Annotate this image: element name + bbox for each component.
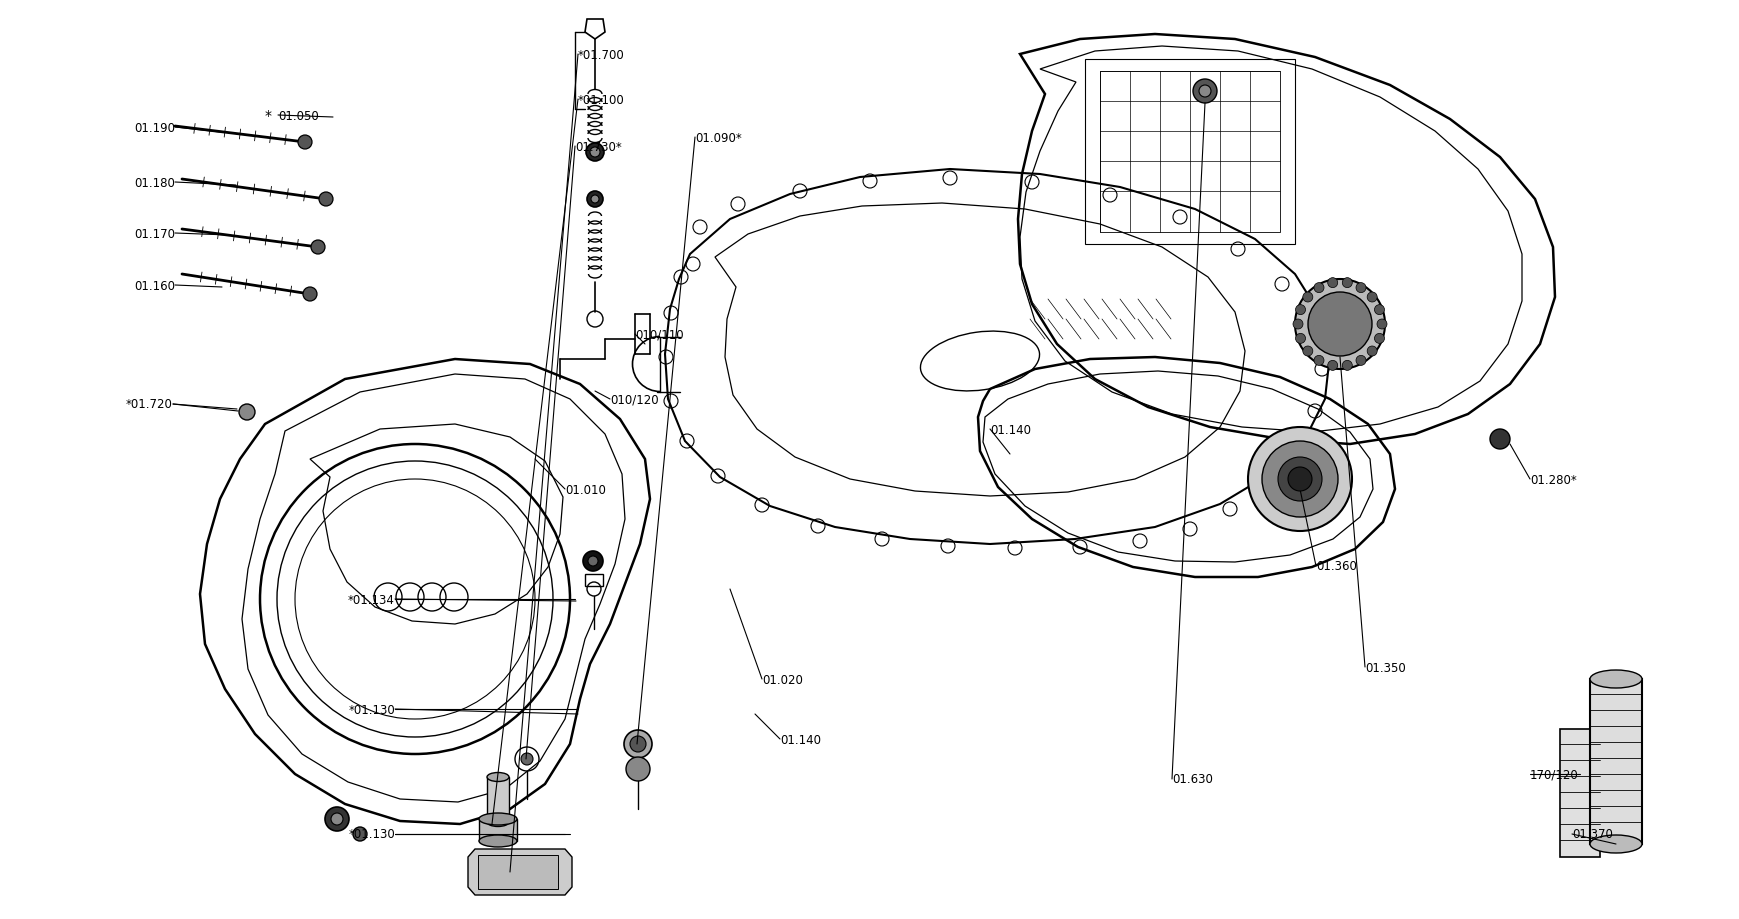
- Circle shape: [1303, 292, 1311, 302]
- Polygon shape: [468, 849, 572, 895]
- Text: 01.180: 01.180: [134, 176, 176, 189]
- Circle shape: [520, 754, 532, 766]
- Bar: [1085, 60, 1294, 244]
- Text: *01.134: *01.134: [348, 593, 395, 606]
- Text: *01.700: *01.700: [577, 49, 624, 62]
- Text: 01.160: 01.160: [134, 279, 176, 292]
- Circle shape: [586, 192, 603, 208]
- Text: 01.050: 01.050: [278, 109, 318, 122]
- Bar: [487, 777, 510, 823]
- Circle shape: [1308, 292, 1372, 357]
- Text: 01.280*: 01.280*: [1529, 473, 1576, 486]
- Text: *01.130: *01.130: [348, 828, 395, 841]
- Circle shape: [1327, 278, 1337, 289]
- Circle shape: [1355, 283, 1365, 293]
- Text: 010/120: 010/120: [610, 393, 659, 406]
- Circle shape: [1193, 80, 1216, 104]
- Text: 01.010: 01.010: [565, 483, 605, 496]
- Circle shape: [626, 757, 650, 781]
- Circle shape: [1367, 346, 1376, 357]
- Text: 01.630: 01.630: [1172, 773, 1212, 786]
- Text: *01.720: *01.720: [125, 398, 172, 411]
- Text: 01.370: 01.370: [1570, 828, 1612, 841]
- Circle shape: [1296, 334, 1304, 344]
- Circle shape: [318, 193, 332, 207]
- Text: 170/120: 170/120: [1529, 767, 1577, 780]
- Circle shape: [1276, 458, 1322, 502]
- Circle shape: [624, 731, 652, 758]
- Circle shape: [1367, 292, 1376, 302]
- Circle shape: [586, 144, 603, 162]
- Text: 01.020: 01.020: [762, 673, 802, 686]
- Circle shape: [1292, 320, 1303, 330]
- Ellipse shape: [478, 835, 516, 847]
- Bar: [1099, 72, 1280, 233]
- Circle shape: [588, 556, 598, 566]
- Circle shape: [583, 551, 603, 572]
- Circle shape: [591, 196, 598, 204]
- Circle shape: [297, 136, 311, 150]
- Circle shape: [630, 736, 645, 752]
- Circle shape: [1327, 361, 1337, 371]
- Circle shape: [1198, 85, 1210, 98]
- Circle shape: [1294, 279, 1384, 369]
- Circle shape: [1303, 346, 1311, 357]
- Text: *01.100: *01.100: [577, 94, 624, 107]
- Text: *: *: [264, 108, 271, 123]
- Circle shape: [1261, 441, 1337, 517]
- Bar: [1560, 729, 1600, 857]
- Circle shape: [1313, 356, 1323, 366]
- Circle shape: [1313, 283, 1323, 293]
- Circle shape: [1341, 361, 1351, 371]
- Text: 010/110: 010/110: [635, 328, 683, 341]
- Circle shape: [1247, 427, 1351, 531]
- Ellipse shape: [1589, 835, 1642, 853]
- Bar: [1589, 679, 1642, 844]
- Circle shape: [1489, 429, 1509, 449]
- Circle shape: [303, 288, 316, 301]
- Circle shape: [353, 827, 367, 841]
- Circle shape: [1341, 278, 1351, 289]
- Circle shape: [590, 148, 600, 158]
- Ellipse shape: [487, 773, 510, 782]
- Text: 01.140: 01.140: [989, 423, 1031, 436]
- Circle shape: [1287, 468, 1311, 492]
- Text: 01.360: 01.360: [1315, 560, 1356, 573]
- Ellipse shape: [487, 818, 510, 826]
- Circle shape: [1376, 320, 1386, 330]
- Circle shape: [325, 807, 350, 831]
- Text: 01.730*: 01.730*: [574, 141, 621, 153]
- Text: *01.130: *01.130: [348, 703, 395, 716]
- Circle shape: [311, 241, 325, 255]
- Ellipse shape: [1589, 670, 1642, 688]
- Circle shape: [1355, 356, 1365, 366]
- Circle shape: [238, 404, 256, 421]
- Circle shape: [1374, 305, 1384, 315]
- Bar: [478, 855, 558, 889]
- Circle shape: [1374, 334, 1384, 344]
- Circle shape: [330, 813, 343, 825]
- Text: 01.140: 01.140: [779, 732, 821, 745]
- Circle shape: [1296, 305, 1304, 315]
- Ellipse shape: [478, 813, 516, 825]
- Text: 01.170: 01.170: [134, 227, 176, 240]
- Text: 01.350: 01.350: [1363, 661, 1405, 674]
- Text: 01.090*: 01.090*: [694, 131, 741, 144]
- Bar: [478, 819, 516, 841]
- Text: 01.190: 01.190: [134, 121, 176, 134]
- Bar: [584, 574, 603, 586]
